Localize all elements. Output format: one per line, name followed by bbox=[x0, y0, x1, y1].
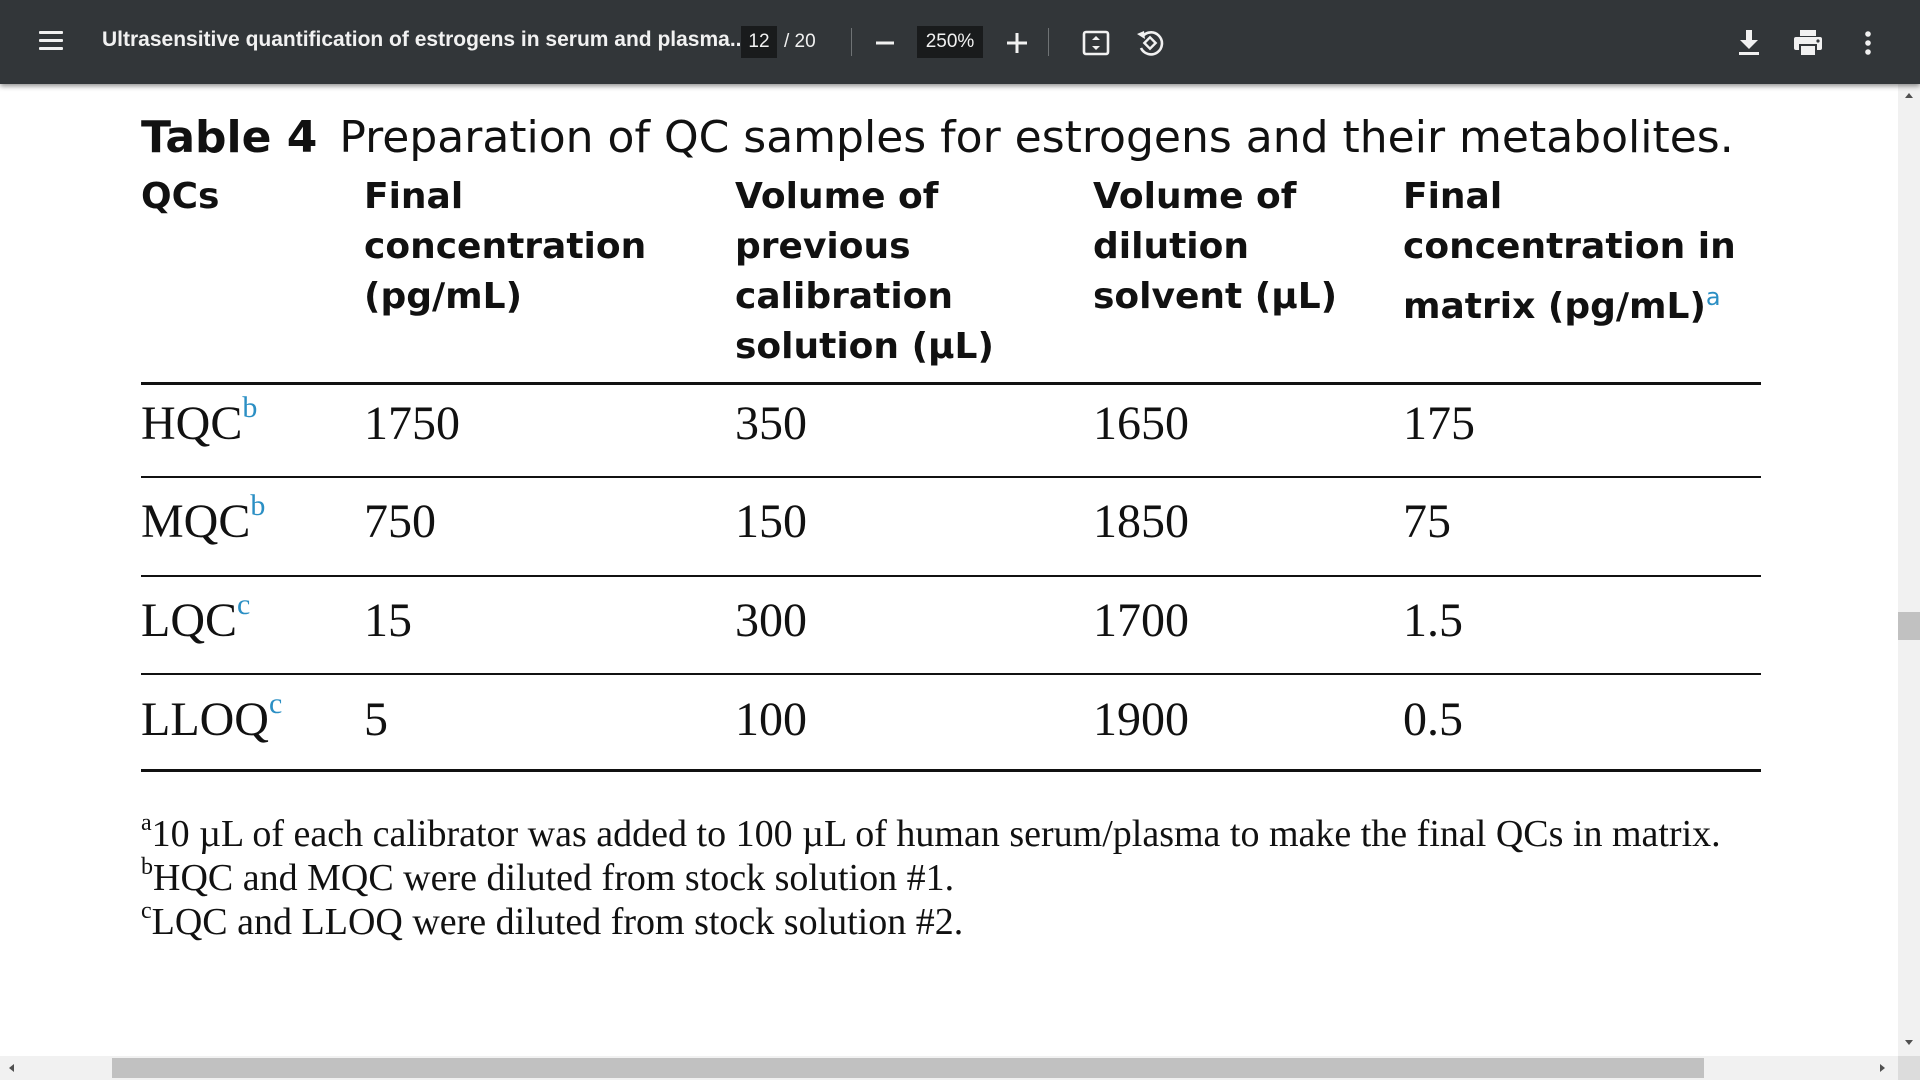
cell-final-matrix: 1.5 bbox=[1403, 594, 1463, 647]
cell-final-matrix: 75 bbox=[1403, 495, 1451, 548]
cell-volume-dilution: 1650 bbox=[1093, 397, 1189, 450]
cell-final-concentration: 5 bbox=[364, 693, 388, 746]
cell-qc-text: LLOQ bbox=[141, 693, 269, 746]
scroll-left-arrow-icon[interactable] bbox=[6, 1062, 16, 1074]
toolbar-divider bbox=[851, 28, 852, 56]
pdf-page-viewport: Table 4 Preparation of QC samples for est… bbox=[0, 84, 1898, 1056]
scroll-right-arrow-icon[interactable] bbox=[1878, 1062, 1888, 1074]
header-final-concentration-matrix-text: Final concentration in matrix (pg/mL) bbox=[1403, 176, 1736, 327]
zoom-level-input[interactable]: 250% bbox=[917, 26, 983, 58]
scroll-down-arrow-icon[interactable] bbox=[1903, 1038, 1915, 1048]
cell-volume-previous: 300 bbox=[735, 594, 807, 647]
header-volume-dilution-solvent: Volume of dilution solvent (µL) bbox=[1093, 176, 1338, 317]
horizontal-scrollbar-thumb[interactable] bbox=[112, 1058, 1704, 1078]
cell-qc: HQCb bbox=[141, 393, 257, 451]
menu-icon[interactable] bbox=[34, 24, 68, 58]
table-row-divider bbox=[141, 575, 1761, 577]
zoom-in-icon[interactable] bbox=[1003, 29, 1031, 57]
table-footnotes: a10 µL of each calibrator was added to 1… bbox=[141, 810, 1721, 944]
fit-page-icon[interactable] bbox=[1080, 27, 1112, 59]
download-icon[interactable] bbox=[1733, 26, 1765, 58]
table-row-divider bbox=[141, 476, 1761, 478]
header-final-concentration-matrix: Final concentration in matrix (pg/mL)a bbox=[1403, 172, 1736, 332]
toolbar-divider bbox=[1048, 28, 1049, 56]
scrollbar-corner bbox=[1898, 1056, 1920, 1080]
cell-qc: LLOQc bbox=[141, 689, 282, 747]
cell-qc-text: MQC bbox=[141, 495, 251, 548]
cell-final-matrix: 0.5 bbox=[1403, 693, 1463, 746]
table-caption-text: Preparation of QC samples for estrogens … bbox=[339, 112, 1734, 163]
cell-qc: LQCc bbox=[141, 590, 250, 648]
page-total: / 20 bbox=[784, 31, 816, 52]
footnote-mark: c bbox=[141, 898, 152, 924]
zoom-out-icon[interactable] bbox=[872, 30, 898, 56]
footnote-mark: b bbox=[141, 854, 153, 880]
footnote-ref-c[interactable]: c bbox=[237, 588, 251, 621]
footnote-text: HQC and MQC were diluted from stock solu… bbox=[153, 857, 955, 899]
cell-final-concentration: 15 bbox=[364, 594, 412, 647]
cell-qc-text: LQC bbox=[141, 594, 237, 647]
cell-final-matrix: 175 bbox=[1403, 397, 1475, 450]
cell-volume-previous: 350 bbox=[735, 397, 807, 450]
cell-volume-dilution: 1700 bbox=[1093, 594, 1189, 647]
cell-volume-previous: 100 bbox=[735, 693, 807, 746]
cell-final-concentration: 1750 bbox=[364, 397, 460, 450]
footnote-c: cLQC and LLOQ were diluted from stock so… bbox=[141, 898, 1721, 944]
header-final-concentration: Final concentration (pg/mL) bbox=[364, 176, 647, 317]
cell-volume-dilution: 1850 bbox=[1093, 495, 1189, 548]
table-caption-label: Table 4 bbox=[141, 112, 318, 163]
cell-qc: MQCb bbox=[141, 491, 265, 549]
footnote-b: bHQC and MQC were diluted from stock sol… bbox=[141, 854, 1721, 900]
scroll-up-arrow-icon[interactable] bbox=[1903, 90, 1915, 100]
footnote-text: LQC and LLOQ were diluted from stock sol… bbox=[151, 901, 964, 943]
cell-volume-previous: 150 bbox=[735, 495, 807, 548]
page-number-input[interactable]: 12 bbox=[741, 26, 777, 58]
vertical-scrollbar-thumb[interactable] bbox=[1898, 612, 1920, 640]
footnote-mark: a bbox=[141, 810, 152, 836]
footnote-ref-a[interactable]: a bbox=[1705, 283, 1721, 311]
rotate-icon[interactable] bbox=[1133, 26, 1167, 60]
cell-qc-text: HQC bbox=[141, 397, 243, 450]
print-icon[interactable] bbox=[1791, 26, 1825, 60]
cell-final-concentration: 750 bbox=[364, 495, 436, 548]
footnote-ref-b[interactable]: b bbox=[242, 391, 258, 424]
vertical-scrollbar[interactable] bbox=[1898, 84, 1920, 1056]
footnote-a: a10 µL of each calibrator was added to 1… bbox=[141, 810, 1721, 856]
header-volume-previous-calibration: Volume of previous calibration solution … bbox=[735, 176, 994, 367]
header-qcs: QCs bbox=[141, 176, 220, 217]
table-caption: Table 4 Preparation of QC samples for est… bbox=[141, 112, 1734, 163]
document-title: Ultrasensitive quantification of estroge… bbox=[102, 28, 748, 51]
more-vert-icon[interactable] bbox=[1858, 26, 1878, 60]
footnote-text: 10 µL of each calibrator was added to 10… bbox=[151, 813, 1721, 855]
table-row-divider bbox=[141, 673, 1761, 675]
table-bottom-rule bbox=[141, 769, 1761, 772]
table-header-rule bbox=[141, 382, 1761, 385]
pdf-toolbar: Ultrasensitive quantification of estroge… bbox=[0, 0, 1920, 84]
footnote-ref-c[interactable]: c bbox=[268, 687, 283, 720]
footnote-ref-b[interactable]: b bbox=[250, 489, 266, 522]
cell-volume-dilution: 1900 bbox=[1093, 693, 1189, 746]
